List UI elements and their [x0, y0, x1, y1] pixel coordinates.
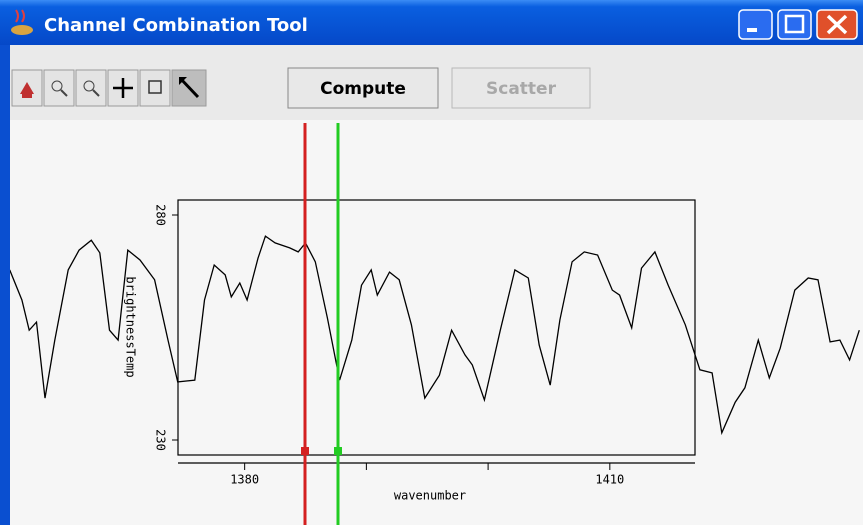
zoom-in-button[interactable] [43, 69, 75, 107]
compute-button[interactable] [287, 67, 439, 109]
compute-label: Compute [320, 79, 406, 99]
y-tick-label: 280 [154, 204, 168, 226]
app-icon [11, 9, 33, 35]
green-cursor-handle[interactable] [334, 447, 342, 455]
y-tick-label: 230 [154, 429, 168, 451]
title-bar [0, 0, 863, 45]
minimize-button[interactable] [738, 9, 773, 40]
box-button[interactable] [139, 69, 171, 107]
y-axis-label: brightnessTemp [124, 276, 138, 377]
chart [10, 235, 860, 436]
scatter-label: Scatter [486, 79, 557, 99]
plot-box [177, 199, 696, 456]
x-tick-label: 1380 [230, 473, 259, 487]
zoom-out-button[interactable] [75, 69, 107, 107]
red-cursor-handle[interactable] [301, 447, 309, 455]
spectrum-line [10, 235, 860, 436]
icon-glyphs [20, 76, 200, 99]
maximize-button[interactable] [777, 9, 812, 40]
x-tick-label: 1410 [595, 473, 624, 487]
icon-buttons [11, 69, 207, 107]
x-axis-label: wavenumber [394, 489, 466, 503]
scatter-button [451, 67, 591, 109]
close-button[interactable] [816, 9, 858, 40]
plot-panel [10, 120, 863, 525]
window-title: Channel Combination Tool [44, 15, 308, 36]
home-button[interactable] [11, 69, 43, 107]
